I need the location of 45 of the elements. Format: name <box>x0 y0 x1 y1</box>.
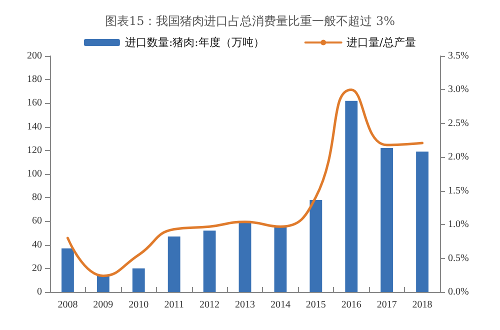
y-tick-label: 140 <box>27 121 42 132</box>
bar <box>380 148 394 292</box>
bar <box>203 230 216 292</box>
y2-tick-label: 1.0% <box>448 219 469 230</box>
y-tick-label: 60 <box>32 216 42 227</box>
y2-tick-label: 2.5% <box>448 118 469 129</box>
bar <box>416 152 428 292</box>
y2-tick-label: 2.0% <box>448 152 469 163</box>
bar <box>96 275 110 292</box>
y2-tick-label: 3.0% <box>448 84 469 96</box>
x-tick-label: 2013 <box>235 300 255 310</box>
y-tick-label: 100 <box>27 168 42 180</box>
x-tick-label: 2015 <box>306 300 326 310</box>
bar <box>132 268 145 292</box>
x-tick-label: 2008 <box>58 300 78 310</box>
bar <box>345 100 358 292</box>
x-tick-label: 2017 <box>376 300 397 310</box>
bar <box>310 200 322 292</box>
legend-label: 进口数量:猪肉:年度（万吨） <box>124 36 264 49</box>
x-tick-label: 2012 <box>200 300 220 310</box>
bar <box>274 226 287 292</box>
bar <box>238 222 252 292</box>
y-tick-label: 40 <box>32 239 42 250</box>
y2-tick-label: 0.0% <box>448 286 469 298</box>
y-tick-label: 20 <box>32 262 42 274</box>
line-series <box>66 88 424 278</box>
y-tick-label: 180 <box>27 74 42 86</box>
chart-title: 图表15：我国猪肉进口占总消费量比重一般不超过 3% <box>104 14 396 28</box>
x-tick-label: 2011 <box>164 300 184 310</box>
y-tick-label: 0 <box>37 286 42 298</box>
y-tick-label: 80 <box>32 192 42 204</box>
y2-tick-label: 3.5% <box>448 50 469 62</box>
y-tick-label: 160 <box>27 98 42 109</box>
x-tick-label: 2016 <box>341 300 362 310</box>
y2-tick-label: 1.5% <box>448 185 469 196</box>
x-tick-label: 2018 <box>412 300 432 310</box>
y2-tick-label: 0.5% <box>448 252 469 264</box>
x-tick-label: 2014 <box>270 300 290 310</box>
x-tick-label: 2009 <box>93 300 114 310</box>
legend-label: 进口量/总产量 <box>346 36 416 49</box>
x-tick-label: 2010 <box>128 300 149 310</box>
y-tick-label: 120 <box>27 144 42 156</box>
bar <box>168 236 180 292</box>
y-tick-label: 200 <box>27 50 42 62</box>
bar <box>62 248 74 292</box>
